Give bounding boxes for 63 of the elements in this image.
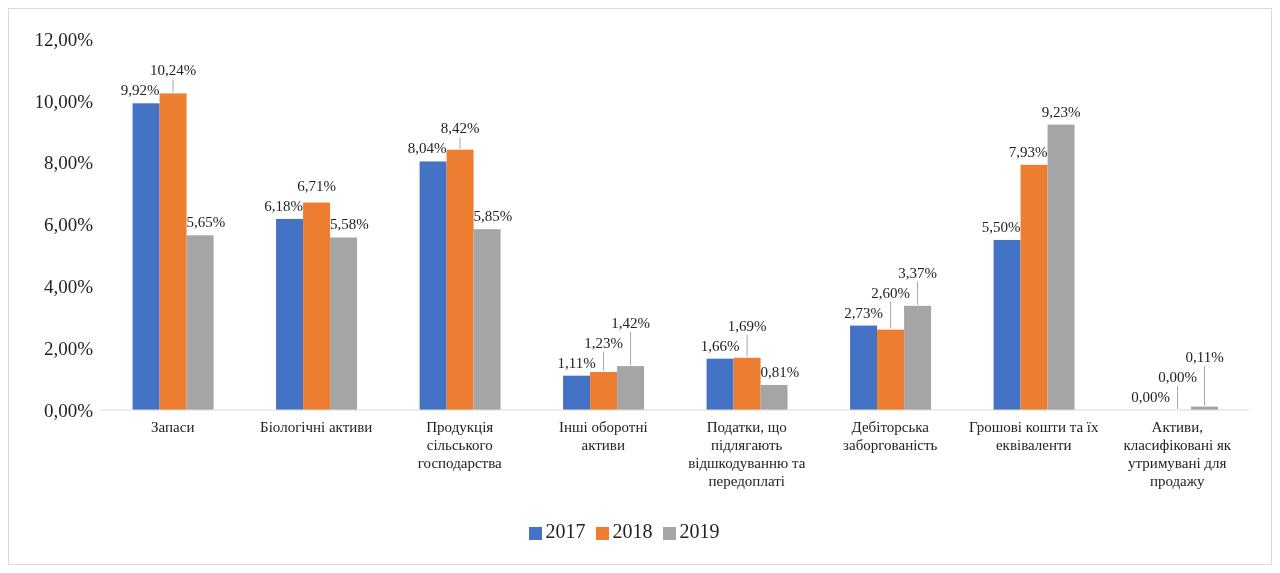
data-label: 3,37% — [898, 264, 937, 281]
x-tick-label: Грошові кошти та їх еквіваленти — [969, 419, 1099, 453]
data-label: 5,65% — [186, 214, 226, 231]
data-label: 5,85% — [473, 208, 513, 225]
data-label: 0,11% — [1185, 349, 1224, 365]
bar — [132, 103, 160, 410]
x-tick-label: Біологічні активи — [260, 419, 373, 435]
data-label: 0,00% — [1158, 369, 1197, 385]
y-tick-label: 12,00% — [34, 28, 94, 50]
bar — [446, 149, 474, 410]
y-tick-label: 4,00% — [43, 276, 94, 298]
bar — [733, 357, 761, 410]
legend-label: 2019 — [679, 520, 720, 542]
data-label: 6,71% — [297, 177, 336, 194]
bar — [760, 384, 788, 410]
bar — [1020, 164, 1048, 410]
bar — [473, 229, 501, 410]
data-label: 8,42% — [440, 120, 480, 137]
bar — [186, 235, 214, 410]
y-tick-label: 8,00% — [43, 152, 94, 174]
data-label: 9,23% — [1041, 103, 1081, 120]
data-label: 2,60% — [871, 284, 910, 301]
y-tick-label: 2,00% — [43, 337, 94, 359]
x-tick-label: Запаси — [151, 419, 195, 435]
data-label: 2,73% — [844, 304, 883, 321]
legend-label: 2018 — [612, 520, 653, 542]
bar — [850, 325, 878, 410]
x-tick-label: Продукція сільського господарства — [417, 419, 503, 471]
bar — [303, 202, 331, 410]
data-label: 5,50% — [981, 218, 1021, 235]
bar — [993, 239, 1021, 410]
bar — [330, 237, 358, 410]
bar — [1047, 124, 1075, 410]
data-label: 1,42% — [611, 314, 650, 331]
legend-label: 2017 — [545, 520, 586, 542]
bar — [877, 329, 905, 410]
y-tick-label: 10,00% — [34, 90, 94, 112]
bar — [159, 93, 187, 410]
data-label: 9,92% — [120, 82, 160, 99]
data-label: 1,23% — [584, 334, 623, 351]
data-label: 10,24% — [149, 62, 197, 79]
x-tick-label: Дебіторська заборгованість — [843, 419, 938, 453]
data-label: 6,18% — [264, 197, 304, 214]
data-label: 7,93% — [1008, 143, 1048, 160]
data-label: 5,58% — [330, 216, 369, 233]
data-label: 1,69% — [727, 317, 767, 334]
y-tick-label: 6,00% — [43, 214, 94, 236]
bar — [419, 161, 447, 410]
bar — [276, 218, 304, 410]
bar — [617, 366, 645, 410]
y-tick-label: 0,00% — [43, 399, 94, 421]
bar — [706, 358, 734, 410]
bar — [590, 371, 618, 410]
data-label: 8,04% — [407, 140, 447, 157]
bar — [563, 375, 591, 410]
data-label: 0,81% — [760, 363, 800, 380]
bar — [904, 305, 932, 410]
x-tick-label: Активи, класифіковані як утримувані для продажу — [1123, 419, 1232, 489]
x-tick-label: Податки, що підлягають відшкодуванню та передоплаті — [688, 419, 806, 489]
data-label: 1,66% — [700, 337, 740, 354]
data-label: 1,11% — [557, 354, 596, 371]
x-tick-label: Інші оборотні активи — [558, 419, 648, 453]
data-label: 0,00% — [1131, 389, 1170, 405]
